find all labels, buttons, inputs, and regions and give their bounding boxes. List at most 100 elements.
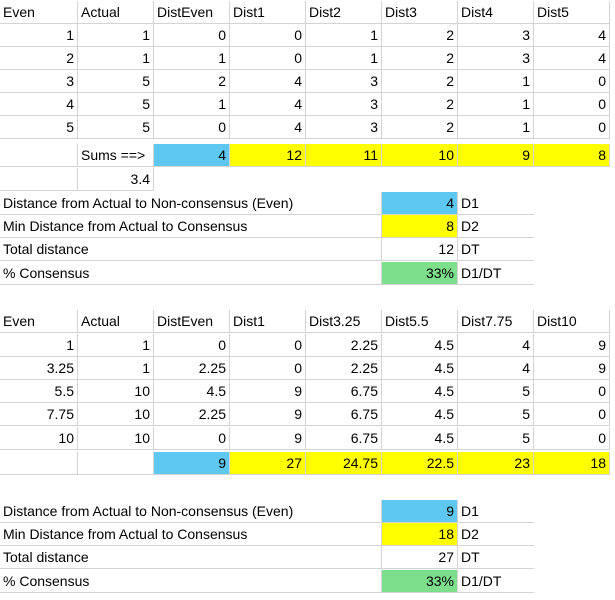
cell[interactable]: 2 [382, 116, 458, 139]
summary-tag[interactable]: D1 [458, 192, 534, 215]
cell[interactable]: 1 [458, 116, 534, 139]
cell[interactable]: 4 [458, 334, 534, 357]
header-cell-dist1[interactable]: Dist1 [230, 1, 306, 24]
sum-disteven-cell[interactable]: 4 [154, 144, 230, 167]
summary-value-dt[interactable]: 12 [382, 238, 458, 261]
cell[interactable]: 4 [534, 47, 610, 70]
cell[interactable]: 5.5 [0, 380, 78, 403]
header-cell-disteven[interactable]: DistEven [154, 310, 230, 333]
summary-label[interactable]: Distance from Actual to Non-consensus (E… [0, 500, 382, 523]
cell[interactable]: 0 [534, 403, 610, 426]
cell[interactable]: 9 [230, 427, 306, 450]
cell[interactable]: 2 [382, 70, 458, 93]
sum-dist3-cell[interactable]: 10 [382, 144, 458, 167]
cell[interactable]: 4.5 [382, 334, 458, 357]
cell[interactable]: 10 [78, 427, 154, 450]
header-cell-actual[interactable]: Actual [78, 310, 154, 333]
cell[interactable]: 5 [78, 93, 154, 116]
sum-disteven-cell[interactable]: 9 [154, 452, 230, 475]
cell[interactable]: 0 [230, 334, 306, 357]
cell[interactable]: 2 [154, 70, 230, 93]
cell[interactable]: 7.75 [0, 403, 78, 426]
header-cell-dist3[interactable]: Dist3 [382, 1, 458, 24]
cell[interactable]: 4 [230, 116, 306, 139]
cell[interactable]: 1 [458, 70, 534, 93]
cell[interactable]: 2.25 [306, 357, 382, 380]
cell[interactable]: 0 [154, 116, 230, 139]
empty-cell[interactable] [78, 452, 154, 475]
cell[interactable]: 5 [78, 116, 154, 139]
cell[interactable]: 1 [78, 24, 154, 47]
sum-dist10-cell[interactable]: 18 [534, 452, 610, 475]
summary-value-dt[interactable]: 27 [382, 546, 458, 569]
header-cell-dist5[interactable]: Dist5 [534, 1, 610, 24]
cell[interactable]: 4.5 [382, 357, 458, 380]
header-cell-dist10[interactable]: Dist10 [534, 310, 610, 333]
cell[interactable]: 0 [534, 93, 610, 116]
cell[interactable]: 4.5 [382, 427, 458, 450]
sum-dist2-cell[interactable]: 11 [306, 144, 382, 167]
cell[interactable]: 4 [0, 93, 78, 116]
cell[interactable]: 2.25 [306, 334, 382, 357]
cell[interactable]: 3.25 [0, 357, 78, 380]
cell[interactable]: 2.25 [154, 403, 230, 426]
cell[interactable]: 3 [0, 70, 78, 93]
summary-tag[interactable]: D1/DT [458, 570, 534, 593]
cell[interactable]: 0 [154, 427, 230, 450]
cell[interactable]: 3 [306, 116, 382, 139]
cell[interactable]: 3 [306, 93, 382, 116]
cell[interactable]: 4.5 [382, 403, 458, 426]
cell[interactable]: 1 [458, 93, 534, 116]
summary-tag[interactable]: D1/DT [458, 262, 534, 285]
empty-cell[interactable] [0, 144, 78, 167]
cell[interactable]: 10 [0, 427, 78, 450]
summary-value-d2[interactable]: 8 [382, 215, 458, 238]
average-value-cell[interactable]: 3.4 [78, 168, 154, 191]
cell[interactable]: 4.5 [382, 380, 458, 403]
cell[interactable]: 3 [458, 24, 534, 47]
summary-label[interactable]: Total distance [0, 546, 382, 569]
summary-tag[interactable]: D2 [458, 215, 534, 238]
cell[interactable]: 6.75 [306, 427, 382, 450]
cell[interactable]: 5 [78, 70, 154, 93]
cell[interactable]: 0 [534, 116, 610, 139]
summary-label[interactable]: Total distance [0, 238, 382, 261]
summary-label[interactable]: Min Distance from Actual to Consensus [0, 215, 382, 238]
sums-label[interactable]: Sums ==> [78, 144, 154, 167]
cell[interactable]: 1 [0, 334, 78, 357]
cell[interactable]: 6.75 [306, 403, 382, 426]
summary-label[interactable]: Distance from Actual to Non-consensus (E… [0, 192, 382, 215]
sum-dist1-cell[interactable]: 27 [230, 452, 306, 475]
cell[interactable]: 0 [230, 357, 306, 380]
cell[interactable]: 1 [154, 93, 230, 116]
header-cell-dist7-75[interactable]: Dist7.75 [458, 310, 534, 333]
cell[interactable]: 5 [0, 116, 78, 139]
cell[interactable]: 0 [534, 380, 610, 403]
empty-cell[interactable] [0, 452, 78, 475]
empty-cell[interactable] [0, 168, 78, 191]
cell[interactable]: 1 [78, 47, 154, 70]
cell[interactable]: 1 [78, 334, 154, 357]
cell[interactable]: 5 [458, 380, 534, 403]
cell[interactable]: 2 [382, 93, 458, 116]
cell[interactable]: 0 [534, 427, 610, 450]
cell[interactable]: 2 [0, 47, 78, 70]
header-cell-disteven[interactable]: DistEven [154, 1, 230, 24]
summary-label[interactable]: Min Distance from Actual to Consensus [0, 523, 382, 546]
header-cell-dist2[interactable]: Dist2 [306, 1, 382, 24]
header-cell-dist3-25[interactable]: Dist3.25 [306, 310, 382, 333]
summary-label[interactable]: % Consensus [0, 570, 382, 593]
header-cell-dist4[interactable]: Dist4 [458, 1, 534, 24]
cell[interactable]: 6.75 [306, 380, 382, 403]
cell[interactable]: 0 [154, 24, 230, 47]
sum-dist7-75-cell[interactable]: 23 [458, 452, 534, 475]
summary-value-d1[interactable]: 4 [382, 192, 458, 215]
summary-value-d1[interactable]: 9 [382, 500, 458, 523]
cell[interactable]: 9 [534, 357, 610, 380]
cell[interactable]: 0 [154, 334, 230, 357]
cell[interactable]: 1 [0, 24, 78, 47]
cell[interactable]: 9 [230, 380, 306, 403]
cell[interactable]: 4 [230, 93, 306, 116]
cell[interactable]: 5 [458, 403, 534, 426]
summary-label[interactable]: % Consensus [0, 262, 382, 285]
